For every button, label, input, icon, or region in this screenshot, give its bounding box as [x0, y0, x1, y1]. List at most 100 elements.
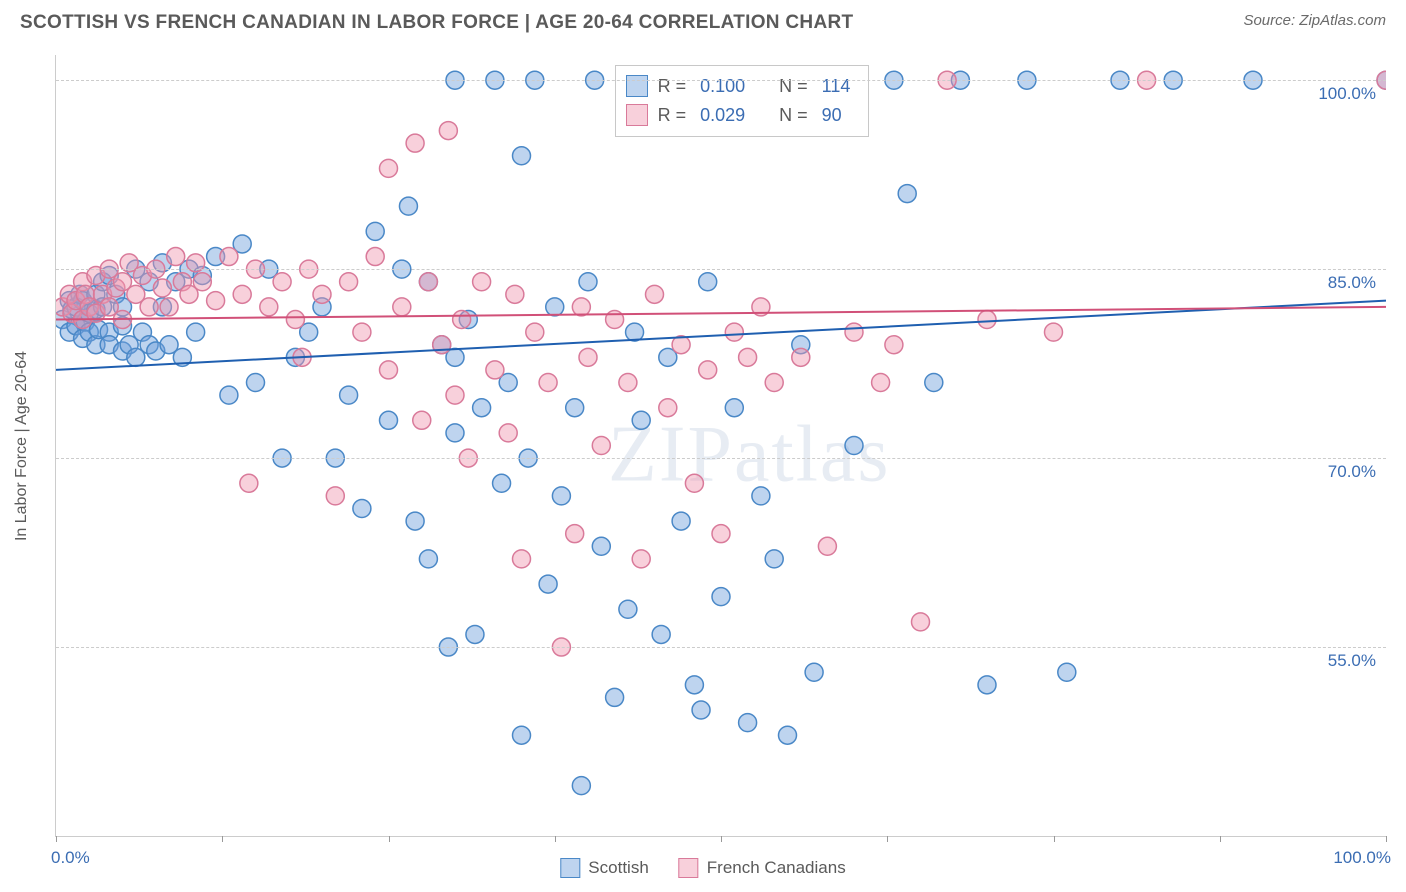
scatter-point	[978, 676, 996, 694]
scatter-point	[413, 411, 431, 429]
scatter-point	[473, 399, 491, 417]
scatter-point	[539, 374, 557, 392]
grid-line	[56, 458, 1386, 459]
stat-r-value-french: 0.029	[696, 101, 749, 130]
scatter-point	[692, 701, 710, 719]
grid-line	[56, 647, 1386, 648]
trend-line	[56, 301, 1386, 370]
scatter-point	[380, 411, 398, 429]
scatter-point	[260, 298, 278, 316]
scatter-point	[752, 487, 770, 505]
x-tick	[555, 836, 556, 842]
scatter-point	[872, 374, 890, 392]
stat-n-value-scottish: 114	[818, 72, 855, 101]
scatter-point	[672, 512, 690, 530]
scatter-point	[566, 525, 584, 543]
x-tick	[1054, 836, 1055, 842]
bottom-legend: Scottish French Canadians	[560, 858, 845, 878]
scatter-point	[626, 323, 644, 341]
scatter-point	[685, 676, 703, 694]
stat-r-label-2: R =	[658, 101, 687, 130]
scatter-point	[1045, 323, 1063, 341]
legend-swatch-french	[679, 858, 699, 878]
scatter-point	[725, 323, 743, 341]
scatter-point	[619, 600, 637, 618]
y-tick-label: 55.0%	[1328, 651, 1376, 671]
x-tick	[1386, 836, 1387, 842]
scatter-point	[606, 688, 624, 706]
chart-plot-area: ZIPatlas R = 0.100 N = 114 R = 0.029 N =…	[55, 55, 1386, 837]
scatter-point	[419, 273, 437, 291]
scatter-point	[632, 411, 650, 429]
scatter-point	[340, 386, 358, 404]
scatter-point	[566, 399, 584, 417]
stat-n-label-2: N =	[779, 101, 808, 130]
x-tick	[56, 836, 57, 842]
stats-row-french: R = 0.029 N = 90	[626, 101, 855, 130]
scatter-point	[739, 348, 757, 366]
scatter-point	[619, 374, 637, 392]
scatter-point	[486, 361, 504, 379]
scatter-point	[366, 222, 384, 240]
scatter-point	[712, 588, 730, 606]
scatter-point	[506, 285, 524, 303]
scatter-point	[912, 613, 930, 631]
scatter-point	[845, 437, 863, 455]
scatter-point	[207, 292, 225, 310]
scatter-point	[380, 159, 398, 177]
scatter-point	[526, 323, 544, 341]
scatter-point	[220, 386, 238, 404]
scatter-plot-svg	[56, 55, 1386, 836]
legend-label-french: French Canadians	[707, 858, 846, 878]
swatch-scottish	[626, 75, 648, 97]
scatter-point	[1058, 663, 1076, 681]
scatter-point	[187, 323, 205, 341]
grid-line	[56, 80, 1386, 81]
y-tick-label: 70.0%	[1328, 462, 1376, 482]
scatter-point	[446, 386, 464, 404]
scatter-point	[167, 248, 185, 266]
scatter-point	[340, 273, 358, 291]
scatter-point	[493, 474, 511, 492]
chart-source: Source: ZipAtlas.com	[1243, 12, 1386, 29]
scatter-point	[552, 487, 570, 505]
scatter-point	[353, 499, 371, 517]
scatter-point	[513, 726, 531, 744]
scatter-point	[925, 374, 943, 392]
scatter-point	[592, 437, 610, 455]
scatter-point	[765, 374, 783, 392]
scatter-point	[739, 714, 757, 732]
y-tick-label: 100.0%	[1318, 84, 1376, 104]
scatter-point	[273, 273, 291, 291]
legend-label-scottish: Scottish	[588, 858, 648, 878]
scatter-point	[153, 279, 171, 297]
stats-legend-box: R = 0.100 N = 114 R = 0.029 N = 90	[615, 65, 870, 137]
scatter-point	[366, 248, 384, 266]
scatter-point	[513, 550, 531, 568]
scatter-point	[499, 424, 517, 442]
trend-line	[56, 307, 1386, 320]
scatter-point	[845, 323, 863, 341]
x-tick	[887, 836, 888, 842]
stat-r-label: R =	[658, 72, 687, 101]
scatter-point	[818, 537, 836, 555]
scatter-point	[140, 298, 158, 316]
scatter-point	[419, 550, 437, 568]
scatter-point	[685, 474, 703, 492]
scatter-point	[446, 424, 464, 442]
scatter-point	[898, 185, 916, 203]
scatter-point	[473, 273, 491, 291]
stat-n-value-french: 90	[818, 101, 846, 130]
scatter-point	[247, 374, 265, 392]
scatter-point	[406, 134, 424, 152]
y-axis-title: In Labor Force | Age 20-64	[13, 351, 31, 541]
scatter-point	[579, 273, 597, 291]
scatter-point	[779, 726, 797, 744]
scatter-point	[326, 487, 344, 505]
scatter-point	[380, 361, 398, 379]
x-tick	[222, 836, 223, 842]
scatter-point	[659, 399, 677, 417]
scatter-point	[393, 298, 411, 316]
scatter-point	[220, 248, 238, 266]
scatter-point	[725, 399, 743, 417]
